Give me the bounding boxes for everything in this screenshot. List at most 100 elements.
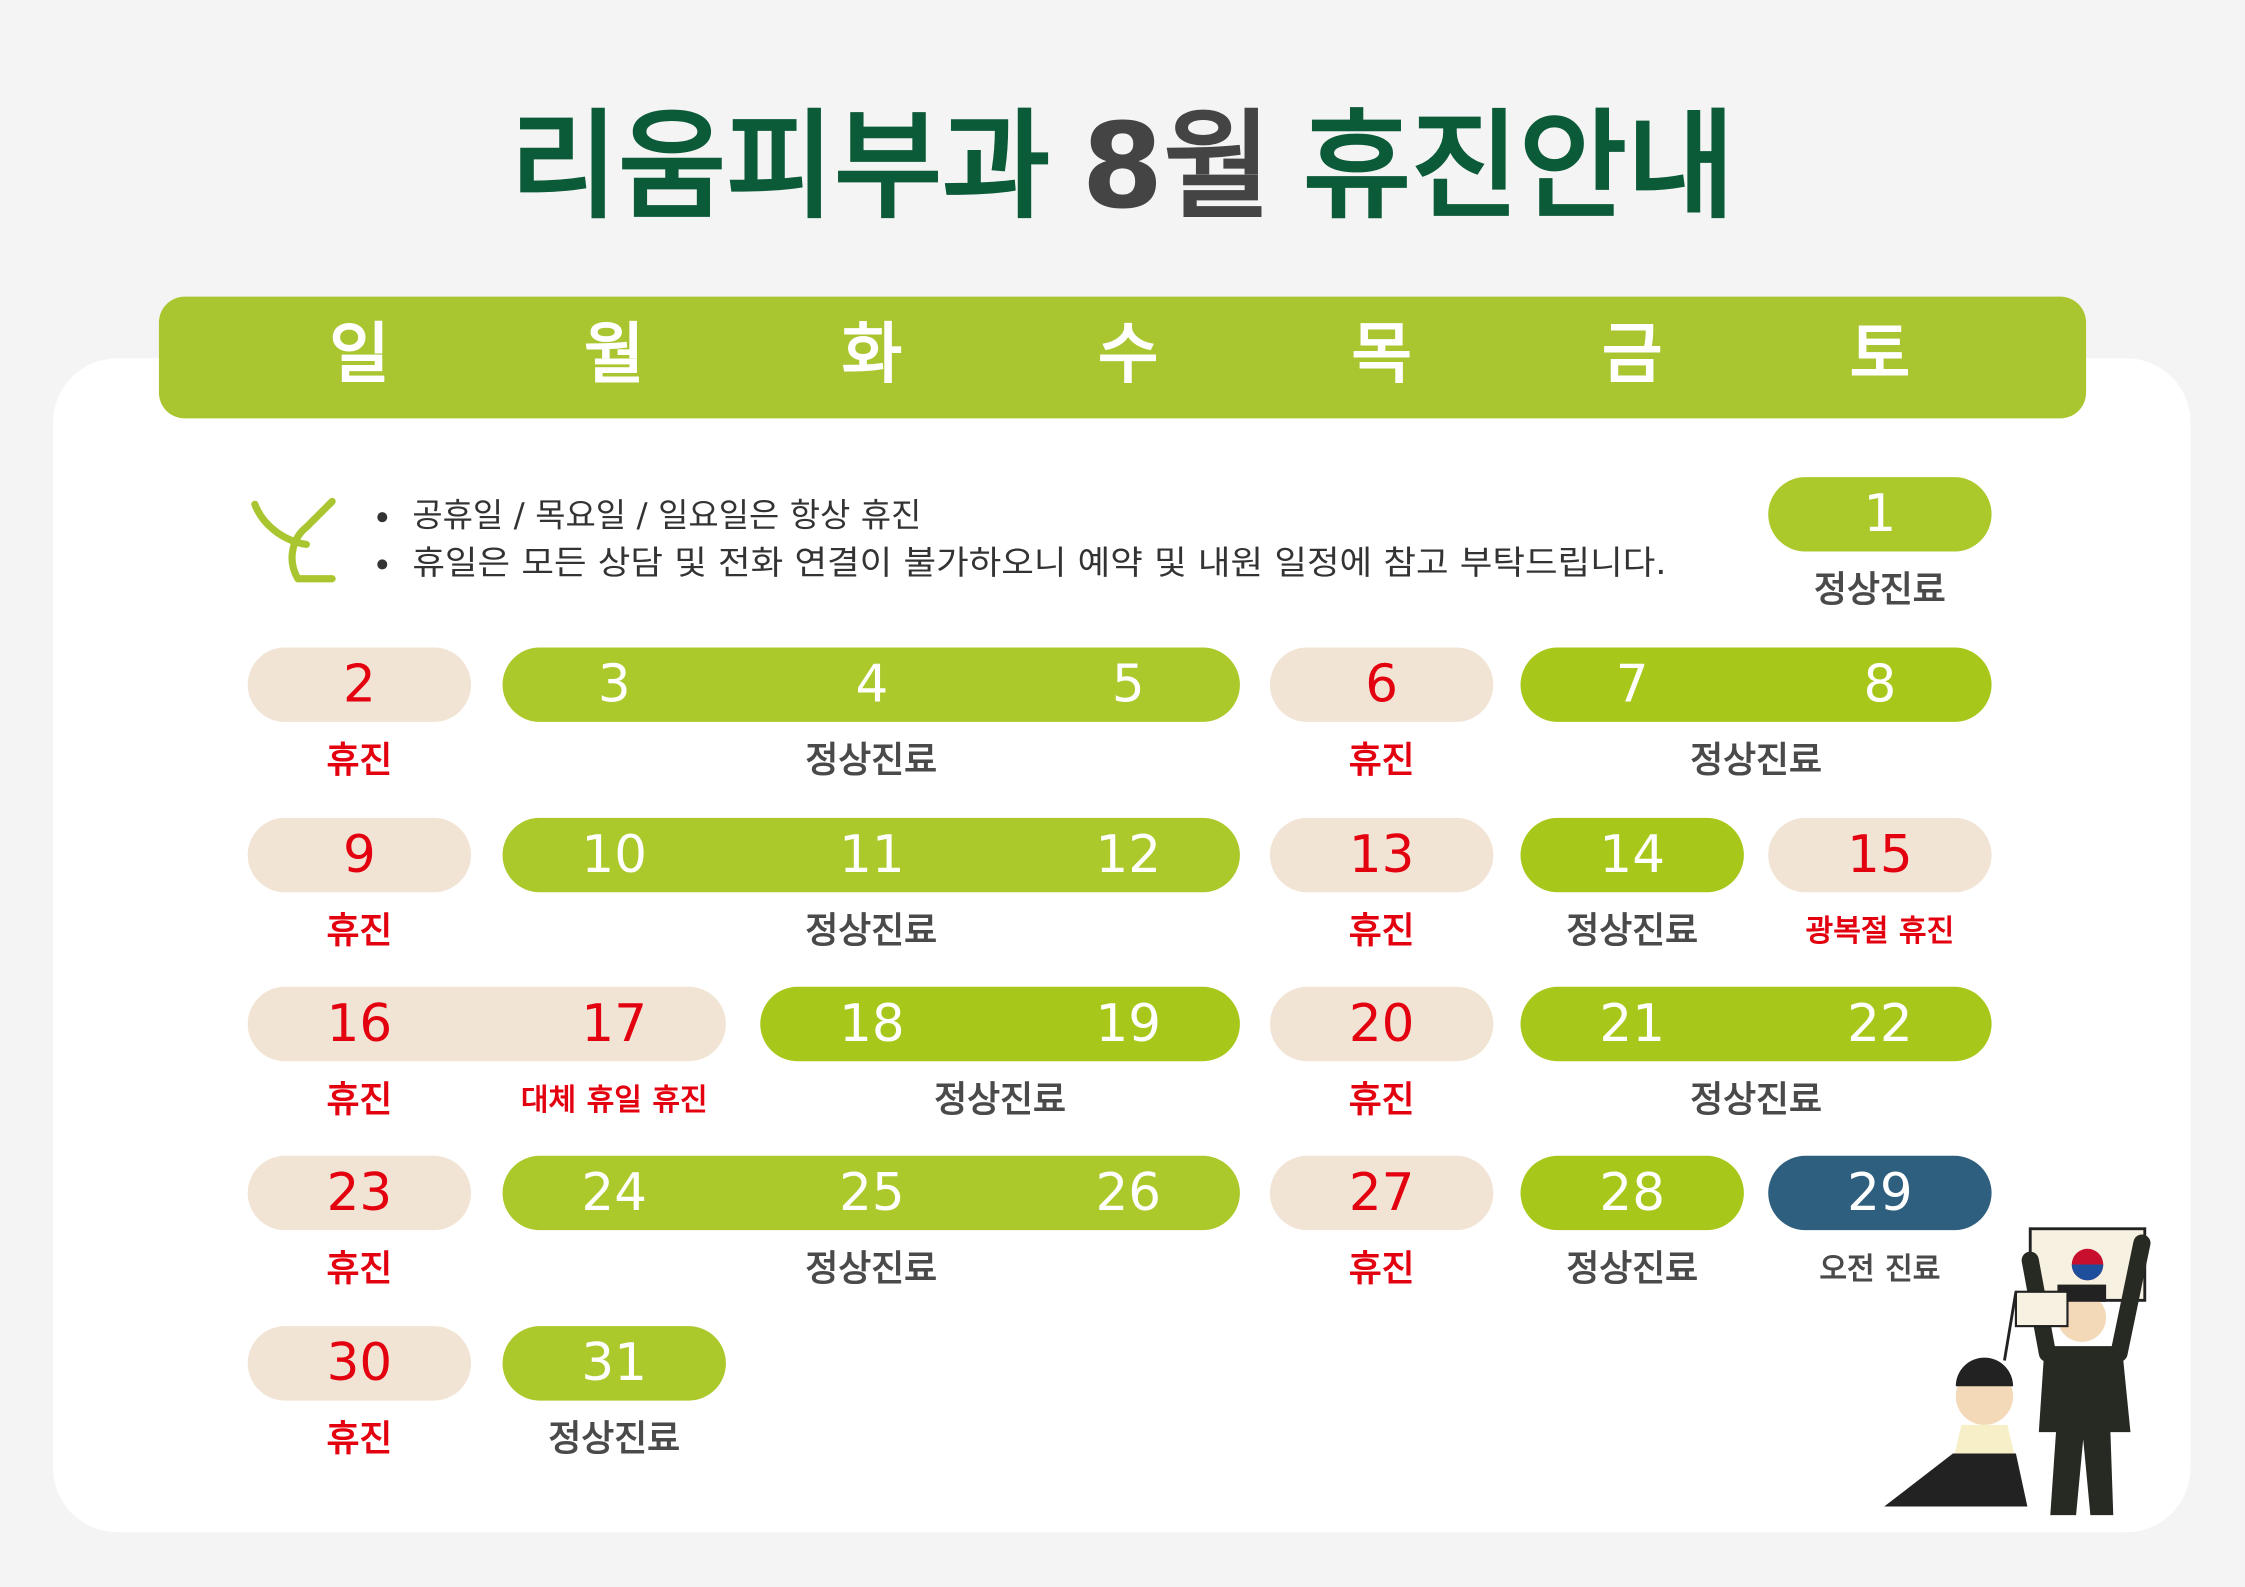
day-status: 오전 진료 [1819,1252,1940,1287]
day-status: 광복절 휴진 [1806,914,1955,949]
day-status: 휴진 [326,1248,392,1289]
day-pill [247,647,472,722]
day-pill [247,1155,472,1231]
man-body [2038,1346,2131,1516]
day-pill [760,986,1240,1062]
calendar: 1 정상진료 2 휴진 3 4 5 정상진료 6 휴진 7 8 정상진료 9 휴진 10 11 12 정상진료 13 휴… [247,477,1992,1460]
day-pill [1768,817,1992,893]
man-cap [2057,1284,2107,1302]
day-pill [247,1326,472,1401]
weekday: 화 [842,315,903,392]
girl-hair [1955,1357,2014,1387]
day-number: 31 [581,1333,647,1393]
weekday: 수 [1098,315,1159,392]
day-status: 정상진료 [1566,1248,1698,1289]
day-pill [1269,986,1494,1062]
day-pill [502,1155,1240,1231]
day-number: 21 [1599,994,1665,1054]
day-number: 5 [1112,655,1145,715]
day-number: 12 [1095,825,1161,885]
day-pill [1768,477,1992,552]
day-number: 4 [856,655,889,715]
day-number: 3 [598,655,631,715]
day-status: 휴진 [326,1079,392,1120]
day-status: 정상진료 [1690,740,1822,781]
day-number: 20 [1349,994,1415,1054]
weekday: 목 [1351,315,1412,392]
day-status: 정상진료 [548,1419,680,1460]
bullet [377,512,388,523]
bullet [377,559,388,570]
day-number: 8 [1864,655,1897,715]
day-status: 휴진 [1349,1079,1415,1120]
man-head [2057,1293,2107,1342]
flag-pole [2003,1291,2018,1361]
note: 공휴일 / 목요일 / 일요일은 항상 휴진 [412,496,921,535]
weekday: 토 [1850,315,1911,392]
day-pill [1269,647,1494,722]
day-number: 30 [327,1333,393,1393]
day-status: 정상진료 [1690,1079,1822,1120]
day-pill [247,817,472,893]
weekday: 금 [1602,315,1663,392]
day-number: 13 [1349,825,1415,885]
day-status: 정상진료 [805,910,937,951]
day-number: 9 [343,825,376,885]
flag-emblem-blue [2071,1264,2104,1281]
day-number: 25 [839,1163,905,1223]
day-number: 10 [581,825,647,885]
day-number: 7 [1616,655,1649,715]
day-pill [502,817,1240,893]
day-status: 정상진료 [805,740,937,781]
girl-top [1952,1424,2016,1461]
weekday: 월 [584,315,645,392]
day-number: 27 [1349,1163,1415,1223]
day-number: 29 [1847,1163,1913,1223]
small-flag [2014,1290,2069,1328]
title: 리움피부과 8월 휴진안내 [510,98,1735,235]
day-number: 22 [1847,994,1913,1054]
girl-skirt [1884,1453,2028,1507]
day-number: 26 [1095,1163,1161,1223]
illustration [1884,1227,2151,1516]
day-number: 16 [327,994,393,1054]
day-status: 휴진 [326,910,392,951]
day-pill [1520,817,1744,893]
day-number: 11 [839,825,905,885]
day-status: 휴진 [1349,1248,1415,1289]
day-pill [502,1326,726,1401]
sprout-leaf [251,500,310,548]
day-pill [502,647,1240,722]
day-number: 24 [581,1163,647,1223]
weekday: 일 [329,315,390,392]
note: 휴일은 모든 상담 및 전화 연결이 불가하오니 예약 및 내원 일정에 참고 … [412,543,1666,582]
day-status: 휴진 [1349,740,1415,781]
title-month: 8월 [1082,98,1272,235]
title-clinic: 리움피부과 [510,98,1050,235]
day-pill [1269,817,1494,893]
sprout-icon [251,497,336,583]
day-pill [1269,1155,1494,1231]
weekday-bar [158,296,2087,419]
day-pill [247,986,726,1062]
day-pill [1520,1155,1744,1231]
day-number: 15 [1847,825,1913,885]
day-status: 정상진료 [805,1248,937,1289]
day-status: 휴진 [326,1419,392,1460]
day-number: 2 [343,655,376,715]
day-number: 19 [1095,994,1161,1054]
sprout-stem [288,497,336,583]
day-status: 정상진료 [934,1079,1066,1120]
day-number: 6 [1365,655,1398,715]
day-pill [1520,986,1992,1062]
day-status: 휴진 [1349,910,1415,951]
day-number: 14 [1599,825,1665,885]
day-status: 정상진료 [1814,570,1946,611]
day-pill [1520,647,1992,722]
day-number: 18 [839,994,905,1054]
day-status: 대체 휴일 휴진 [521,1083,708,1118]
